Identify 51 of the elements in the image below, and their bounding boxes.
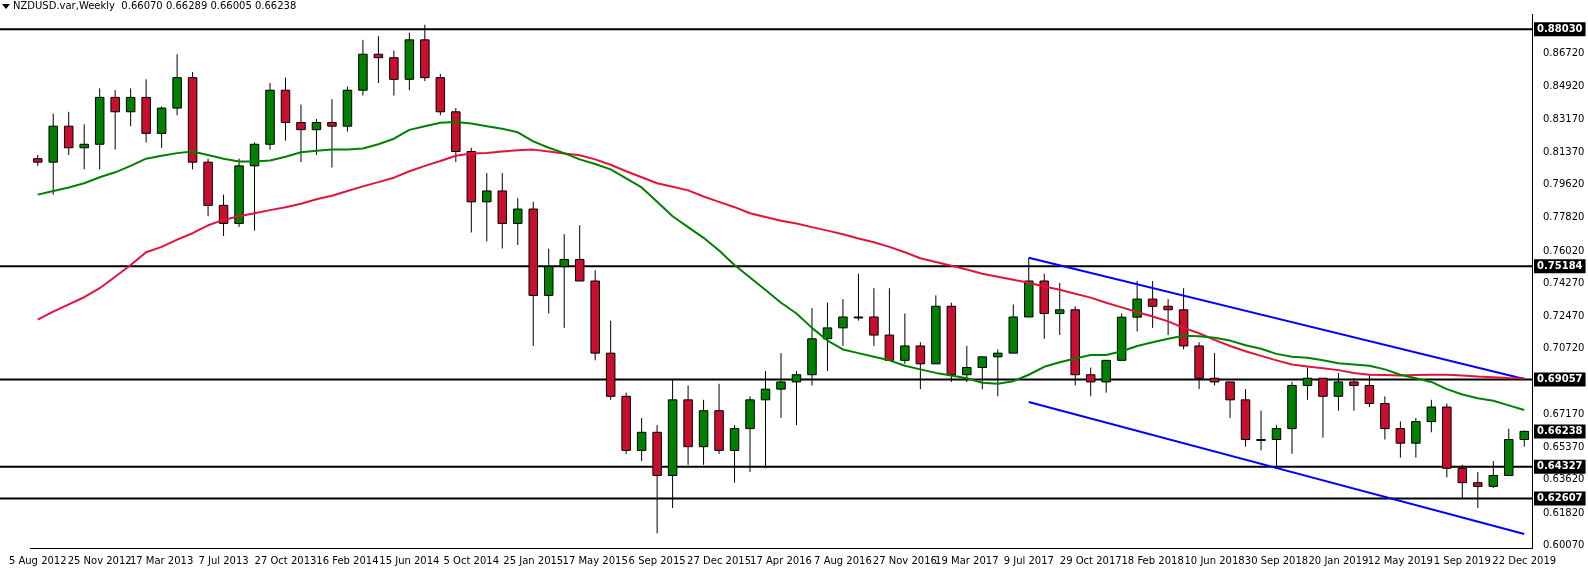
x-tick-label: 30 Sep 2018 — [1244, 554, 1309, 566]
ref-line-label: 0.64327 — [1537, 460, 1583, 472]
text: 0.66238 — [1537, 424, 1583, 436]
x-tick-label: 27 Nov 2016 — [872, 554, 937, 566]
x-tick-label: 6 Sep 2015 — [628, 554, 686, 566]
x-tick-label: 17 Apr 2016 — [750, 554, 812, 566]
x-tick-label: 25 Jan 2015 — [503, 554, 564, 566]
ref-line-label: 0.88030 — [1537, 22, 1583, 34]
y-tick-label: 0.67170 — [1543, 407, 1585, 419]
x-tick-label: 20 Jan 2019 — [1308, 554, 1369, 566]
y-tick-label: 0.60070 — [1543, 538, 1585, 550]
y-tick-label: 0.61820 — [1543, 506, 1585, 518]
x-tick-label: 15 Jun 2014 — [379, 554, 440, 566]
x-tick-label: 19 Mar 2017 — [935, 554, 999, 566]
x-tick-label: 22 Dec 2019 — [1492, 554, 1557, 566]
y-tick-label: 0.74270 — [1543, 276, 1585, 288]
y-tick-label: 0.86720 — [1543, 47, 1585, 59]
y-tick-label: 0.63620 — [1543, 473, 1585, 485]
x-tick-label: 12 May 2019 — [1367, 554, 1433, 566]
x-tick-label: 5 Aug 2012 — [8, 554, 67, 566]
ref-line-label: 0.69057 — [1537, 373, 1583, 384]
candlestick — [389, 50, 399, 97]
candlestick — [1411, 417, 1421, 459]
y-tick-label: 0.76020 — [1543, 244, 1585, 256]
y-tick-label: 0.79620 — [1543, 178, 1585, 190]
x-tick-label: 18 Feb 2018 — [1121, 554, 1184, 566]
x-tick-label: 16 Feb 2014 — [316, 554, 379, 566]
x-tick-label: 7 Jul 2013 — [198, 554, 249, 566]
x-tick-label: 5 Oct 2014 — [443, 554, 500, 566]
x-tick-label: 29 Oct 2017 — [1059, 554, 1122, 566]
y-tick-label: 0.83170 — [1543, 112, 1585, 124]
x-tick-label: 7 Aug 2016 — [814, 554, 872, 566]
x-tick-label: 9 Jul 2017 — [1003, 554, 1054, 566]
ref-line-label: 0.62607 — [1537, 492, 1583, 504]
x-tick-label: 27 Dec 2015 — [687, 554, 752, 566]
x-tick-label: 27 Oct 2013 — [254, 554, 317, 566]
candlestick — [1256, 410, 1266, 451]
x-tick-label: 17 May 2015 — [562, 554, 628, 566]
candlestick — [327, 98, 337, 169]
y-tick-label: 0.65370 — [1543, 441, 1585, 453]
y-tick-label: 0.70720 — [1543, 342, 1585, 354]
candlestick — [900, 312, 910, 365]
ref-line-label: 0.75184 — [1537, 259, 1583, 271]
y-tick-label: 0.81370 — [1543, 145, 1585, 157]
x-tick-label: 1 Sep 2019 — [1433, 554, 1491, 566]
x-tick-label: 25 Nov 2012 — [67, 554, 132, 566]
y-tick-label: 0.72470 — [1543, 310, 1585, 322]
chart-title: NZDUSD.var,Weekly 0.66070 0.66289 0.66005 0.66238 — [13, 0, 297, 12]
x-tick-label: 10 Jun 2018 — [1184, 554, 1245, 566]
y-tick-label: 0.84920 — [1543, 80, 1585, 92]
y-tick-label: 0.77820 — [1543, 211, 1585, 223]
